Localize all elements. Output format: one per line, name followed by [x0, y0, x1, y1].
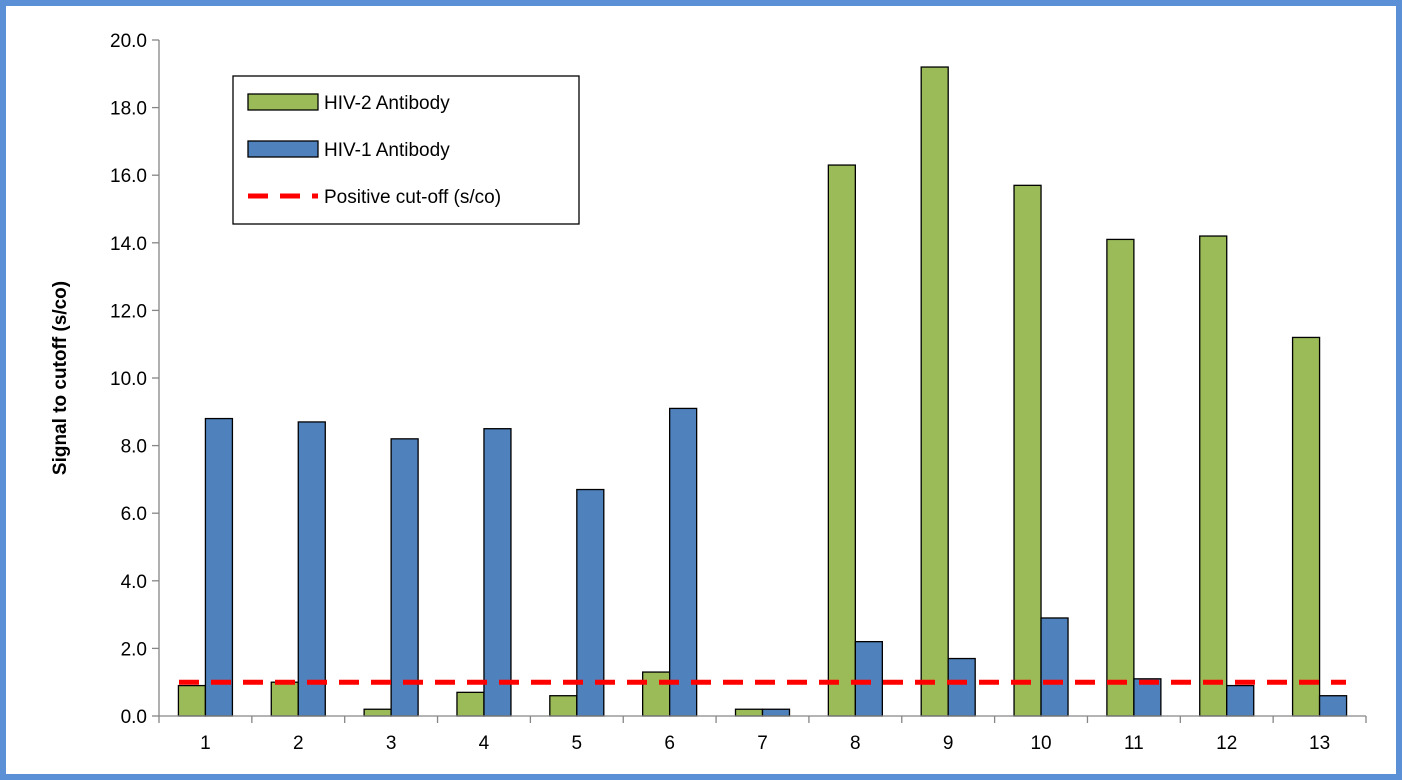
hiv2-bar-8	[827, 164, 856, 717]
hiv1-bar-13	[1318, 695, 1348, 717]
hiv1-bar-6	[669, 407, 698, 717]
x-tick-label: 9	[943, 733, 954, 754]
x-tick-label: 4	[479, 733, 490, 754]
x-tick-label: 7	[757, 733, 768, 754]
hiv2-bar-5	[549, 695, 578, 717]
y-tick-label: 18.0	[110, 99, 147, 120]
hiv2-bar-12	[1199, 235, 1228, 717]
hiv2-bar-3	[363, 708, 392, 717]
hiv2-bar-7	[734, 708, 764, 717]
y-tick-label: 8.0	[121, 437, 147, 458]
legend-label: HIV-2 Antibody	[324, 93, 450, 114]
hiv1-bar-1	[204, 417, 234, 717]
hiv1-bar-7	[761, 708, 791, 717]
legend-swatch-hiv1	[247, 140, 319, 158]
legend-label: HIV-1 Antibody	[324, 140, 450, 161]
y-tick-label: 20.0	[110, 31, 147, 52]
hiv1-bar-12	[1226, 684, 1255, 717]
x-tick-label: 2	[293, 733, 304, 754]
y-tick-label: 10.0	[110, 369, 147, 390]
hiv2-bar-13	[1291, 336, 1321, 717]
bars-layer	[177, 66, 1348, 717]
hiv1-bar-2	[297, 421, 326, 717]
axes-layer: 0.0 2.0 4.0 6.0 8.0 10.0 12.0 14.0 16.0 18.0 20.0 1…	[50, 31, 1367, 754]
hiv1-bar-11	[1133, 678, 1162, 717]
hiv2-bar-10	[1013, 184, 1042, 717]
hiv1-bar-9	[947, 657, 976, 717]
hiv2-bar-2	[270, 681, 299, 717]
hiv1-bar-8	[854, 640, 883, 717]
y-tick-label: 16.0	[110, 166, 147, 187]
x-tick-label: 13	[1309, 733, 1330, 754]
hiv1-bar-10	[1040, 617, 1069, 717]
y-tick-label: 4.0	[121, 572, 147, 593]
x-tick-label: 10	[1030, 733, 1051, 754]
y-tick-label: 0.0	[121, 707, 147, 728]
x-tick-label: 12	[1216, 733, 1237, 754]
legend-swatch-hiv2	[247, 93, 319, 111]
legend: HIV-2 Antibody HIV-1 Antibody Positive cut…	[232, 75, 580, 225]
x-tick-label: 5	[572, 733, 583, 754]
x-tick-label: 8	[850, 733, 861, 754]
y-tick-label: 12.0	[110, 301, 147, 322]
hiv2-bar-6	[642, 671, 671, 717]
x-tick-label: 3	[386, 733, 397, 754]
hiv2-bar-4	[456, 691, 485, 717]
legend-label: Positive cut-off (s/co)	[324, 187, 501, 208]
bar-chart: 0.0 2.0 4.0 6.0 8.0 10.0 12.0 14.0 16.0 18.0 20.0 1…	[50, 31, 1367, 754]
y-tick-label: 2.0	[121, 639, 147, 660]
hiv2-bar-9	[920, 66, 949, 717]
y-axis-label: Signal to cutoff (s/co)	[50, 281, 71, 475]
y-tick-label: 14.0	[110, 234, 147, 255]
y-tick-label: 6.0	[121, 504, 147, 525]
hiv1-bar-4	[483, 428, 512, 717]
hiv1-bar-3	[390, 438, 419, 717]
hiv2-bar-11	[1106, 238, 1135, 717]
x-tick-label: 6	[664, 733, 675, 754]
hiv2-bar-1	[177, 684, 207, 717]
x-tick-label: 1	[200, 733, 211, 754]
x-tick-label: 11	[1124, 733, 1144, 754]
